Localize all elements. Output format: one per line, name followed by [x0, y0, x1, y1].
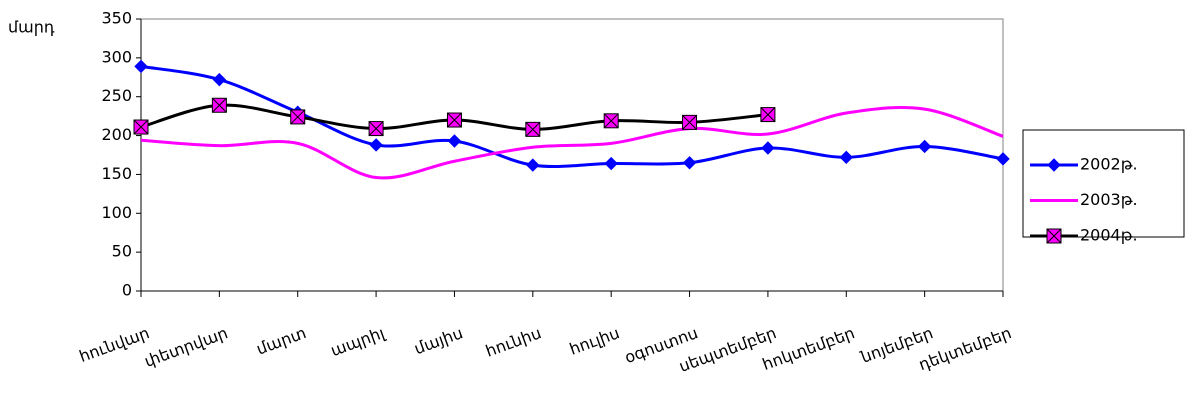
legend-label: 2003թ.	[1080, 190, 1138, 209]
data-point	[604, 156, 618, 171]
legend-marker	[1047, 158, 1061, 172]
y-axis-label: մարդ	[8, 18, 55, 37]
x-tick-label: հուլիս	[567, 323, 622, 359]
data-point	[526, 158, 540, 172]
data-point	[760, 107, 776, 123]
x-tick-label: փետրվար	[142, 323, 231, 371]
x-tick-label: հունիս	[483, 323, 544, 361]
y-tick-label: 200	[101, 125, 132, 144]
x-tick-label: մայիս	[412, 323, 466, 358]
data-point	[996, 152, 1010, 166]
y-tick-label: 250	[101, 86, 132, 105]
data-point	[682, 156, 697, 170]
y-tick-label: 300	[101, 47, 132, 66]
legend-box	[1022, 129, 1185, 238]
data-point	[290, 109, 306, 125]
y-tick-label: 0	[122, 281, 132, 300]
data-point	[682, 114, 698, 130]
x-tick-label: հունվար	[77, 323, 152, 366]
data-point	[525, 121, 541, 137]
x-tick-label: մարտ	[254, 323, 309, 358]
data-point	[446, 112, 462, 128]
data-point	[369, 138, 383, 152]
data-point	[368, 121, 384, 137]
legend-marker	[1046, 228, 1062, 244]
legend-label: 2004թ.	[1080, 226, 1138, 245]
data-point	[211, 97, 227, 113]
y-tick-label: 150	[101, 164, 132, 183]
data-point	[603, 113, 619, 129]
data-point	[917, 139, 932, 154]
data-point	[212, 72, 227, 87]
data-point	[839, 150, 853, 165]
data-point	[134, 59, 148, 74]
data-point	[447, 134, 462, 148]
series-line	[140, 106, 1004, 180]
data-point	[133, 119, 149, 135]
data-point	[761, 141, 775, 155]
y-tick-label: 350	[101, 9, 132, 28]
y-tick-label: 100	[101, 203, 132, 222]
y-tick-label: 50	[112, 242, 132, 261]
x-tick-label: ապրիլ	[328, 323, 388, 360]
series-line	[140, 64, 1004, 168]
legend-label: 2002թ.	[1080, 155, 1138, 174]
